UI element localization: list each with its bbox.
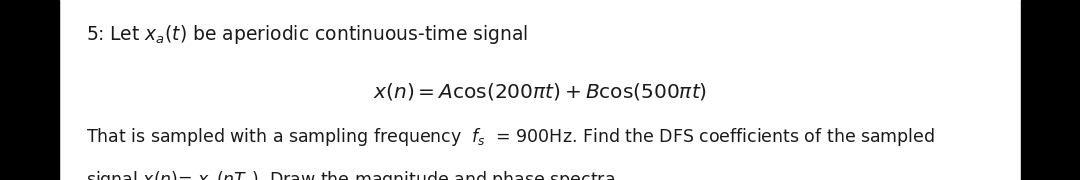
Text: $x(n) = A\cos(200\pi t) + B\cos(500\pi t)$: $x(n) = A\cos(200\pi t) + B\cos(500\pi t… (373, 81, 707, 102)
Text: signal $x(n)$= $x_a(nT_s)$. Draw the magnitude and phase spectra.: signal $x(n)$= $x_a(nT_s)$. Draw the mag… (86, 169, 621, 180)
Text: 5: Let $x_a(t)$ be aperiodic continuous-time signal: 5: Let $x_a(t)$ be aperiodic continuous-… (86, 23, 529, 46)
Text: That is sampled with a sampling frequency  $f_s$  = 900Hz. Find the DFS coeffici: That is sampled with a sampling frequenc… (86, 126, 935, 148)
